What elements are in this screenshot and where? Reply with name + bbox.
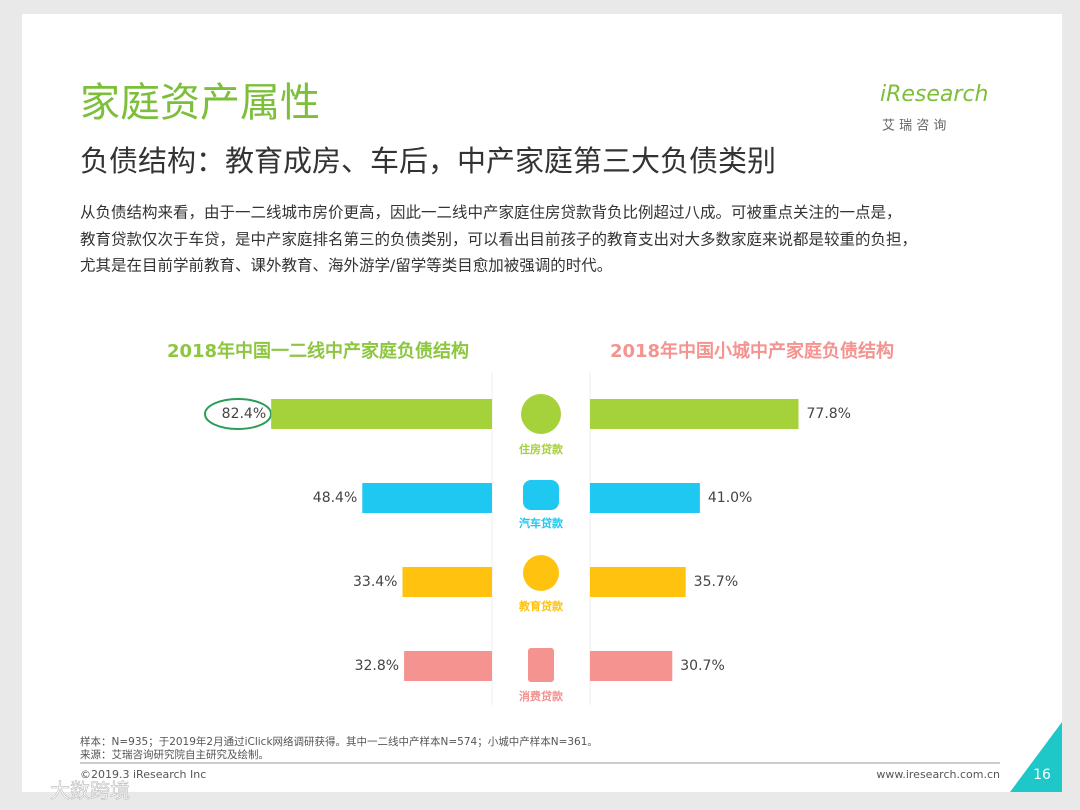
note: 样本：N=935；于2019年2月通过iClick网络调研获得。其中一二线中产样… [80,735,598,748]
url: www.iresearch.com.cn [876,768,1000,781]
corner-triangle [1010,722,1062,792]
category-label: 教育贷款 [518,599,564,613]
body-line: 教育贷款仅次于车贷，是中产家庭排名第三的负债类别，可以看出目前孩子的教育支出对大… [80,231,917,249]
value-label: 33.4% [353,574,397,590]
category-label: 汽车贷款 [519,516,564,530]
title: 家庭资产属性 [80,80,320,126]
coin-icon [523,555,559,591]
value-label: 82.4% [222,406,266,422]
subtitle: 负债结构：教育成房、车后，中产家庭第三大负债类别 [80,144,776,178]
chart-title: 2018年中国一二线中产家庭负债结构 [167,340,469,362]
bar [590,651,673,681]
chart-title: 2018年中国小城中产家庭负债结构 [610,340,894,362]
watermark: 大数跨境 [50,779,130,803]
bar [590,567,686,597]
icons [521,394,561,682]
value-label: 48.4% [313,490,357,506]
car-icon [523,480,559,510]
bar [271,399,492,429]
body-line: 尤其是在目前学前教育、课外教育、海外游学/留学等类目愈加被强调的时代。 [80,257,612,275]
value-label: 41.0% [708,490,752,506]
house-icon [521,394,561,434]
bar [362,483,492,513]
page-number: 16 [1033,767,1051,783]
category-label: 住房贷款 [519,442,564,456]
note: 来源：艾瑞咨询研究院自主研究及绘制。 [80,748,269,761]
bar [590,483,700,513]
category-label: 消费贷款 [519,689,564,703]
logo: iResearch [880,82,989,107]
bag-icon [528,648,554,682]
value-label: 32.8% [355,658,399,674]
bar [590,399,799,429]
body-line: 从负债结构来看，由于一二线城市房价更高，因此一二线中产家庭住房贷款背负比例超过八… [80,204,902,222]
value-label: 30.7% [680,658,724,674]
bar [404,651,492,681]
copyright: ©2019.3 iResearch Inc [80,768,206,781]
value-label: 77.8% [807,406,851,422]
value-label: 35.7% [694,574,738,590]
bar [402,567,492,597]
highlight-ellipse [204,398,272,430]
logo-cn: 艾 瑞 咨 询 [882,119,946,134]
